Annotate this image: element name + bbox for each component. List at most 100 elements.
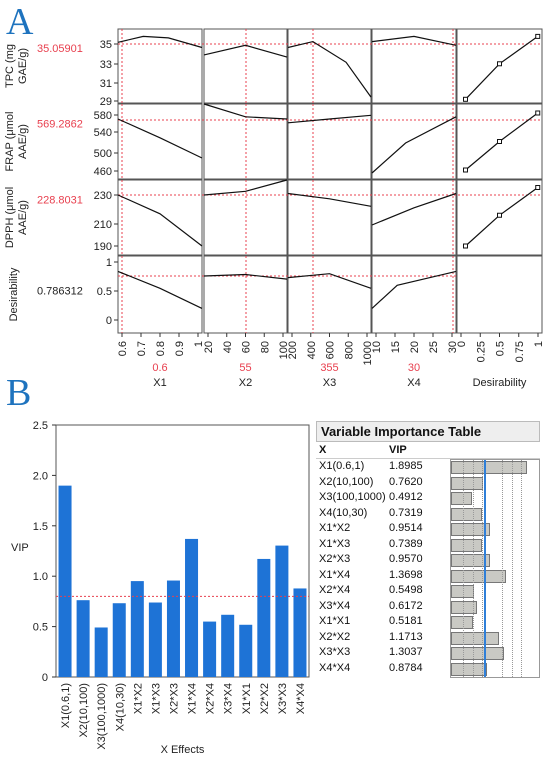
- profile-cell: [117, 179, 203, 256]
- y-tick-label: 230: [94, 190, 112, 202]
- vip-bar: [112, 603, 126, 677]
- column-label: X4: [407, 377, 420, 389]
- table-title: Variable Importance Table: [316, 421, 540, 442]
- x-tick-label: 0.7: [136, 341, 148, 356]
- profile-curve: [117, 270, 203, 309]
- row-x-label: X2*X4: [319, 584, 351, 596]
- x-category-label: X4(10,30): [114, 683, 126, 731]
- desirability-handle: [497, 139, 502, 144]
- column-label: X1: [153, 377, 166, 389]
- row-bar-cell: [449, 521, 540, 537]
- table-row: X2*X4 0.5498: [316, 583, 540, 599]
- row-bar-cell: [449, 583, 540, 599]
- x-tick-label: 30: [447, 341, 459, 353]
- vip-mini-bar: [451, 600, 478, 614]
- vip-bar: [58, 485, 72, 677]
- profile-curve: [203, 273, 288, 280]
- x-tick-label: 400: [306, 341, 318, 359]
- profile-curve: [203, 103, 288, 120]
- x-tick-label: 15: [390, 341, 402, 353]
- row-x-label: X1(0.6,1): [319, 460, 365, 472]
- y-tick-label: 31: [100, 78, 112, 90]
- y-tick-label: 500: [94, 148, 112, 160]
- x-category-label: X1*X3: [150, 683, 162, 714]
- x-tick-label: 0: [456, 341, 468, 347]
- row-current-value: 0.786312: [37, 286, 83, 298]
- row-vip-value: 0.9570: [389, 553, 423, 565]
- table-body: X1(0.6,1) 1.8985 X2(10,100) 0.7620 X3(100,10…: [316, 459, 540, 676]
- vip-mini-bar: [451, 554, 491, 567]
- vip-bar: [148, 602, 162, 677]
- row-x-label: X2(10,100): [319, 475, 374, 488]
- profile-cell: [117, 28, 203, 104]
- profile-curve: [287, 273, 372, 289]
- column-current-value: 30: [408, 362, 420, 374]
- column-current-value: 0.6: [152, 362, 167, 374]
- y-tick-label: 0.5: [33, 622, 48, 634]
- profile-cell: [371, 179, 457, 256]
- row-x-label: X1*X3: [319, 537, 351, 550]
- row-x-label: X4*X4: [319, 661, 351, 674]
- profile-cell: [287, 255, 372, 334]
- vip-bar: [293, 588, 307, 677]
- row-bar-cell: [449, 475, 540, 491]
- profile-cell: [287, 28, 372, 104]
- variable-importance-table: Variable Importance Table X VIP X1(0.6,1…: [316, 421, 540, 678]
- column-label: X2: [239, 377, 252, 389]
- row-label: DPPH (μmol: [4, 187, 16, 248]
- profile-curve: [287, 192, 372, 207]
- x-category-label: X3*X3: [277, 683, 289, 714]
- panel-b-letter: B: [6, 372, 31, 414]
- desirability-handle: [463, 96, 468, 102]
- x-tick-label: 100: [278, 341, 290, 359]
- vip-mini-bar: [451, 647, 504, 660]
- row-vip-value: 1.3698: [389, 568, 423, 581]
- row-label: AAE/g): [17, 124, 29, 159]
- row-x-label: X3*X4: [319, 599, 351, 612]
- vip-mini-bar: [451, 569, 507, 583]
- profile-cell: [287, 103, 372, 180]
- row-x-label: X1*X2: [319, 522, 351, 534]
- y-tick-label: 0.5: [97, 286, 112, 298]
- row-current-value: 35.05901: [37, 43, 83, 55]
- profile-cell: [371, 28, 457, 104]
- y-tick-label: 2.0: [33, 470, 48, 482]
- profile-curve: [117, 118, 203, 159]
- header-vip: VIP: [389, 444, 407, 456]
- vip-bar: [166, 580, 180, 677]
- profile-cell: [371, 255, 457, 334]
- row-current-value: 228.8031: [37, 195, 83, 207]
- x-tick-label: 0.9: [174, 341, 186, 356]
- x-tick-label: 0.6: [117, 341, 129, 356]
- profile-cell: [371, 103, 457, 180]
- table-row: X4(10,30) 0.7319: [316, 506, 540, 522]
- row-vip-value: 0.8784: [389, 661, 423, 674]
- x-tick-label: 10: [371, 341, 383, 353]
- row-label: Desirability: [8, 267, 20, 321]
- desirability-handle: [463, 167, 468, 173]
- row-bar-cell: [449, 630, 540, 646]
- row-bar-cell: [449, 506, 540, 522]
- row-vip-value: 0.6172: [389, 599, 423, 612]
- x-tick-label: 0.25: [475, 341, 487, 362]
- x-category-label: X1*X1: [241, 683, 253, 714]
- y-tick-label: 210: [94, 219, 112, 231]
- row-vip-value: 0.7620: [389, 475, 423, 488]
- x-category-label: X2(10,100): [78, 683, 90, 737]
- vip-bar: [275, 545, 289, 677]
- row-current-value: 569.2862: [37, 119, 83, 131]
- x-tick-label: 40: [222, 341, 234, 353]
- row-bar-cell: [449, 552, 540, 568]
- column-current-value: 55: [239, 362, 251, 374]
- vip-mini-bar: [451, 585, 475, 598]
- row-vip-value: 1.8985: [389, 460, 423, 472]
- row-bar-cell: [449, 661, 540, 677]
- y-tick-label: 33: [100, 59, 112, 71]
- y-tick-label: 0: [42, 672, 48, 684]
- profile-cell: [117, 103, 203, 180]
- desirability-handle: [535, 185, 541, 190]
- row-bar-cell: [449, 568, 540, 584]
- x-category-label: X1*X2: [132, 683, 144, 714]
- profile-curve: [117, 194, 203, 247]
- vip-bar: [203, 621, 217, 677]
